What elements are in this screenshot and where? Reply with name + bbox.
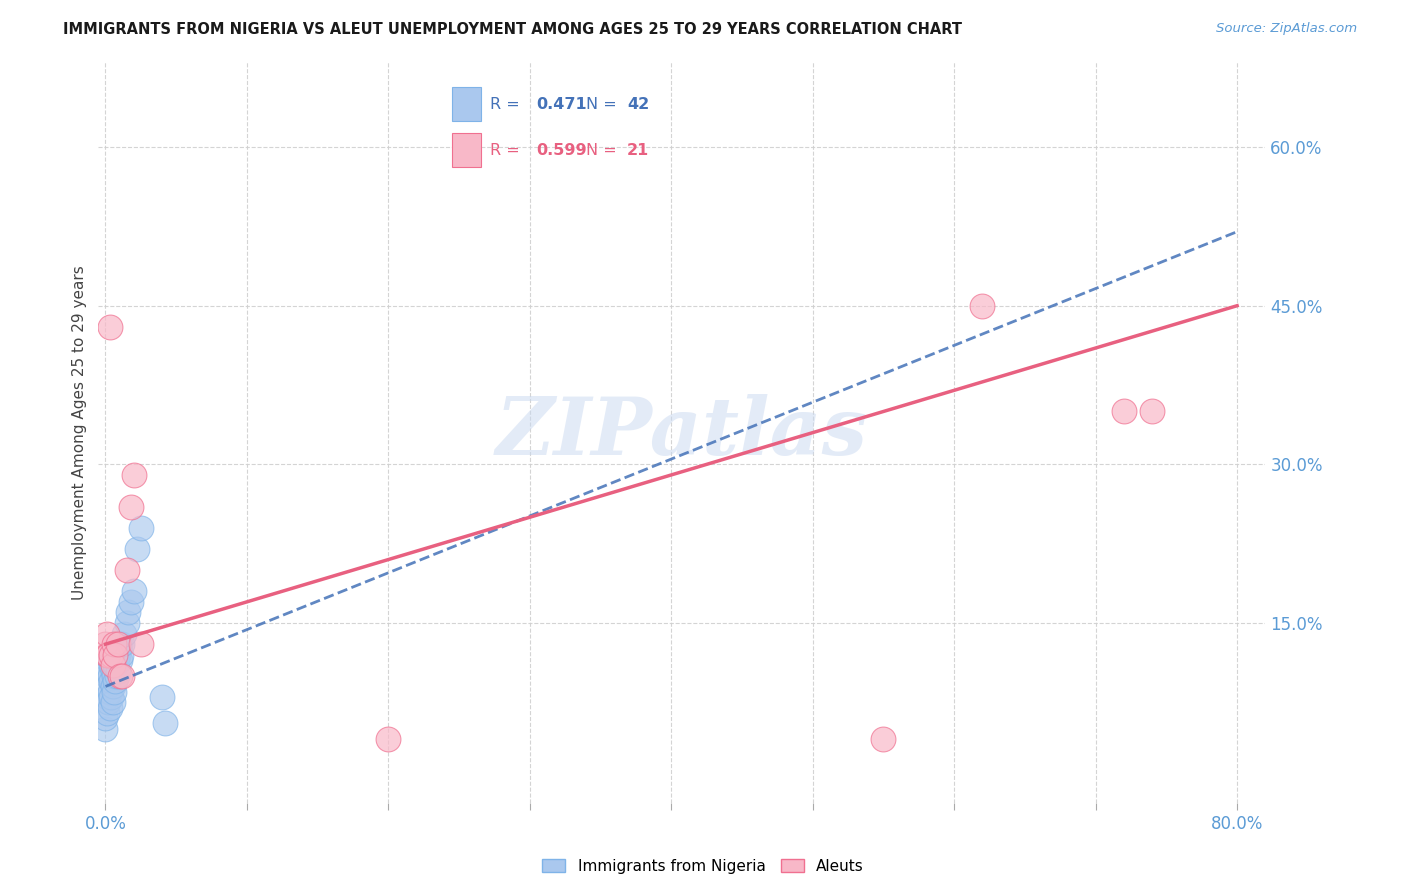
Point — [972, 299, 994, 313]
Point — [100, 690, 122, 704]
Point — [96, 648, 118, 662]
Y-axis label: Unemployment Among Ages 25 to 29 years: Unemployment Among Ages 25 to 29 years — [72, 265, 87, 600]
Text: ZIPatlas: ZIPatlas — [496, 394, 868, 471]
Point — [122, 584, 145, 599]
Point — [94, 637, 117, 651]
Point — [96, 626, 118, 640]
Point — [107, 664, 129, 678]
Point — [104, 674, 127, 689]
Point — [872, 732, 894, 747]
Point — [98, 685, 121, 699]
Point — [129, 637, 152, 651]
Point — [103, 669, 125, 683]
Point — [98, 669, 121, 683]
Legend: Immigrants from Nigeria, Aleuts: Immigrants from Nigeria, Aleuts — [536, 853, 870, 880]
Point — [98, 319, 121, 334]
Point — [105, 669, 128, 683]
Point — [104, 658, 127, 673]
Point — [100, 648, 122, 662]
Point — [108, 637, 131, 651]
Point — [98, 700, 121, 714]
Point — [100, 658, 122, 673]
Point — [150, 690, 173, 704]
Point — [120, 500, 142, 514]
Point — [101, 648, 124, 662]
Point — [377, 732, 399, 747]
Point — [103, 653, 125, 667]
Point — [103, 685, 125, 699]
Point — [1112, 404, 1135, 418]
Point — [104, 648, 127, 662]
Point — [108, 653, 131, 667]
Point — [97, 664, 120, 678]
Point — [101, 695, 124, 709]
Point — [111, 637, 134, 651]
Point — [101, 658, 124, 673]
Point — [98, 653, 121, 667]
Point — [117, 606, 139, 620]
Point — [94, 722, 117, 736]
Text: IMMIGRANTS FROM NIGERIA VS ALEUT UNEMPLOYMENT AMONG AGES 25 TO 29 YEARS CORRELAT: IMMIGRANTS FROM NIGERIA VS ALEUT UNEMPLO… — [63, 22, 962, 37]
Point — [129, 521, 152, 535]
Point — [97, 695, 120, 709]
Point — [115, 563, 138, 577]
Point — [153, 716, 176, 731]
Point — [1142, 404, 1164, 418]
Point — [122, 467, 145, 482]
Point — [110, 648, 132, 662]
Point — [108, 669, 131, 683]
Point — [105, 653, 128, 667]
Text: Source: ZipAtlas.com: Source: ZipAtlas.com — [1216, 22, 1357, 36]
Point — [107, 648, 129, 662]
Point — [115, 615, 138, 630]
Point — [111, 669, 134, 683]
Point — [101, 680, 124, 694]
Point — [101, 664, 124, 678]
Point — [104, 642, 127, 657]
Point — [96, 690, 118, 704]
Point — [107, 637, 129, 651]
Point — [120, 595, 142, 609]
Point — [112, 626, 135, 640]
Point — [96, 669, 118, 683]
Point — [103, 637, 125, 651]
Point — [94, 711, 117, 725]
Point — [100, 674, 122, 689]
Point — [97, 680, 120, 694]
Point — [96, 706, 118, 720]
Point — [97, 648, 120, 662]
Point — [125, 541, 148, 556]
